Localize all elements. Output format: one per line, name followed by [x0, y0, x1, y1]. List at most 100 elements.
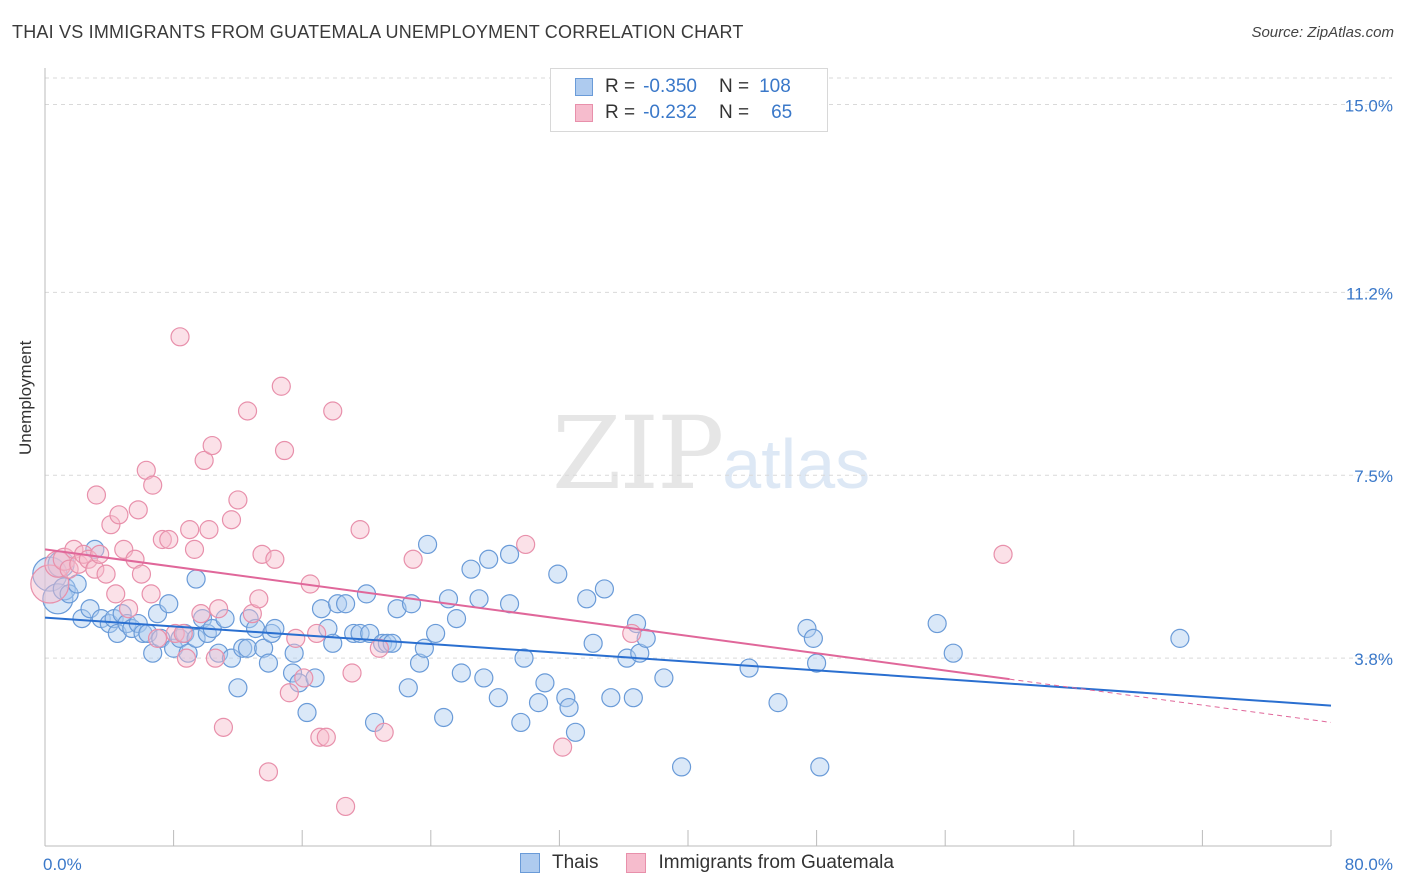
thais-point [327, 594, 348, 614]
guatemala-point [191, 604, 211, 624]
thais-point [594, 579, 615, 599]
thais-point [528, 693, 549, 713]
y-tick-label: 11.2% [1346, 284, 1393, 303]
guatemala-point [213, 717, 234, 737]
guatemala-point [374, 722, 394, 742]
guatemala-point [165, 623, 185, 644]
thais-point [143, 643, 163, 663]
legend-item-guatemala[interactable]: Immigrants from Guatemala [626, 852, 894, 874]
thais-point [577, 589, 597, 609]
thais-point [474, 668, 494, 688]
thais-point [461, 559, 481, 579]
thais-point [164, 638, 184, 658]
thais-point [488, 688, 508, 708]
thais-point [67, 574, 87, 594]
legend-row-guatemala: R = -0.232 N = 65 [575, 101, 792, 125]
guatemala-point [258, 762, 279, 782]
thais-point [228, 678, 248, 698]
guatemala-point [403, 549, 423, 569]
guatemala-point [350, 520, 370, 540]
thais-point [797, 618, 817, 639]
thais-point [42, 583, 74, 615]
guatemala-point [286, 628, 306, 648]
thais-point [215, 609, 235, 629]
thais-legend-icon [520, 853, 540, 873]
guatemala-point [118, 599, 139, 619]
guatemala-point [279, 683, 299, 703]
thais-point [323, 633, 343, 653]
guatemala-point [369, 638, 389, 658]
watermark-zip: ZIP [552, 395, 724, 512]
guatemala-point [159, 529, 179, 550]
guatemala-point [516, 534, 536, 555]
legend-label-guatemala: Immigrants from Guatemala [658, 852, 894, 873]
thais-point [336, 594, 356, 614]
thais-point [237, 638, 258, 658]
guatemala-point [86, 485, 107, 505]
thais-point [446, 609, 467, 629]
thais-point [382, 633, 402, 653]
thais-point [803, 628, 823, 648]
x-tick-label: 80.0% [1345, 855, 1393, 874]
thais-point [739, 658, 759, 678]
guatemala-point [101, 515, 121, 535]
x-tick-label: 0.0% [43, 855, 82, 874]
thais-point [426, 623, 446, 644]
thais-point [52, 577, 76, 601]
guatemala-legend-icon [626, 853, 647, 873]
thais-point [159, 594, 179, 614]
thais-point [559, 697, 579, 718]
guatemala-point [184, 539, 205, 559]
guatemala-swatch-icon [575, 104, 593, 122]
thais-point [265, 618, 285, 639]
thais-point [1170, 628, 1190, 648]
guatemala-point [316, 727, 336, 747]
guatemala-point [553, 737, 573, 757]
series-legend: Thais Immigrants from Guatemala [520, 852, 922, 874]
legend-r-value: -0.232 [643, 102, 697, 123]
thais-point [943, 643, 963, 663]
guatemala-point [147, 628, 168, 648]
thais-point [671, 757, 692, 777]
guatemala-point [109, 505, 129, 525]
guatemala-point [265, 549, 285, 569]
y-tick-label: 3.8% [1354, 650, 1393, 669]
guatemala-point [170, 327, 190, 347]
guatemala-point [221, 510, 242, 530]
thais-point [469, 589, 489, 609]
chart-title: THAI VS IMMIGRANTS FROM GUATEMALA UNEMPL… [12, 22, 744, 42]
thais-point [654, 668, 674, 688]
guatemala-point [131, 564, 152, 584]
thais-point [479, 549, 499, 569]
legend-n-value: 108 [759, 76, 791, 97]
guatemala-point [310, 727, 330, 747]
thais-point [107, 623, 127, 644]
thais-point [364, 712, 385, 733]
thais-point [409, 653, 430, 673]
legend-item-thais[interactable]: Thais [520, 852, 598, 874]
guatemala-point [194, 450, 214, 471]
watermark: ZIPatlas [552, 395, 870, 512]
thais-point [417, 534, 438, 555]
guatemala-point [180, 520, 200, 540]
legend-r-label: R = [605, 102, 636, 123]
guatemala-trend-line-extension [1009, 678, 1332, 723]
thais-point [810, 757, 830, 777]
thais-point [387, 599, 407, 619]
thais-point [601, 688, 621, 708]
y-axis-label: Unemployment [16, 340, 35, 455]
guatemala-point [323, 401, 343, 421]
guatemala-point [271, 376, 291, 396]
thais-point [499, 544, 520, 564]
thais-point [258, 653, 279, 673]
thais-point [548, 564, 568, 584]
correlation-legend: R = -0.350 N = 108 R = -0.232 N = 65 [550, 68, 828, 132]
guatemala-point [152, 529, 172, 550]
legend-r-label: R = [605, 76, 636, 97]
guatemala-point [274, 440, 295, 461]
thais-point [511, 712, 531, 733]
guatemala-point [252, 544, 272, 564]
guatemala-point [249, 589, 269, 609]
guatemala-point [173, 623, 193, 644]
